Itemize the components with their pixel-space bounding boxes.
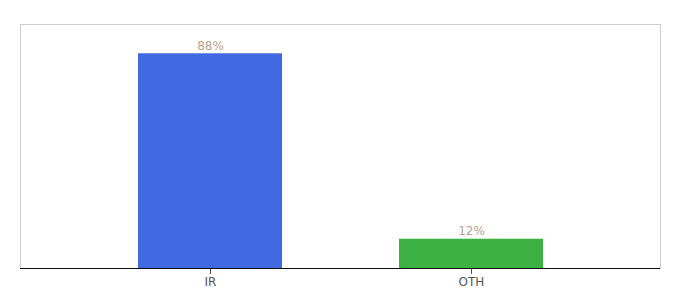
svg-text:88%: 88% (197, 39, 224, 53)
svg-text:IR: IR (205, 275, 217, 289)
svg-text:12%: 12% (458, 224, 485, 238)
svg-text:OTH: OTH (459, 275, 485, 289)
